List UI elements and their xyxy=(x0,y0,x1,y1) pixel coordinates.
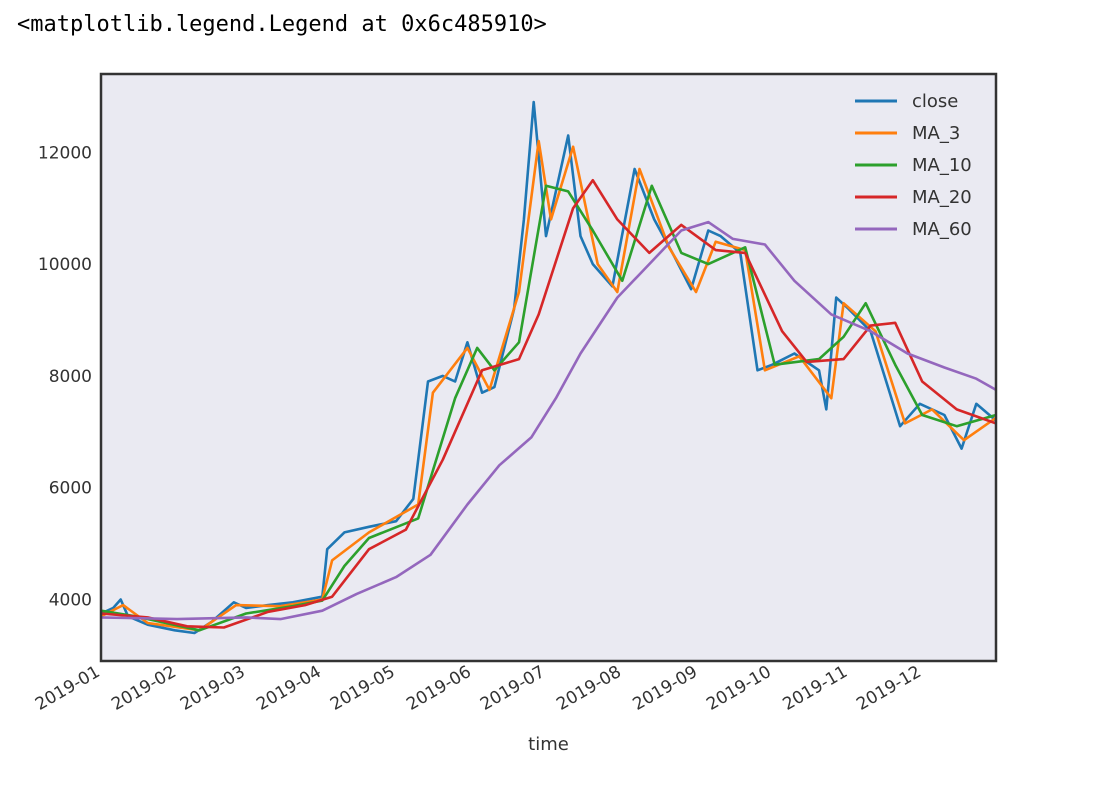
x-tick-label: 2019-05 xyxy=(327,662,399,715)
x-tick-label: 2019-01 xyxy=(32,662,104,715)
x-tick-label: 2019-08 xyxy=(553,662,625,715)
x-tick-label: 2019-09 xyxy=(629,662,701,715)
y-tick-label: 12000 xyxy=(38,143,92,163)
cell-output-text: <matplotlib.legend.Legend at 0x6c485910> xyxy=(17,12,547,37)
x-tick-label: 2019-10 xyxy=(703,662,775,715)
series-line-ma-20 xyxy=(101,178,996,629)
plot-area xyxy=(101,74,996,661)
x-tick-label: 2019-07 xyxy=(477,662,549,715)
y-tick-label: 4000 xyxy=(49,591,92,611)
legend-entry: MA_20 xyxy=(912,187,972,208)
series-lines xyxy=(101,100,996,635)
x-tick-label: 2019-04 xyxy=(253,662,325,715)
x-axis-label: time xyxy=(528,734,569,755)
y-tick-label: 10000 xyxy=(38,255,92,275)
y-tick-label: 6000 xyxy=(49,479,92,499)
series-line-ma-3 xyxy=(101,139,996,632)
y-tick-label: 8000 xyxy=(49,367,92,387)
plot-frame xyxy=(99,72,998,663)
x-tick-label: 2019-02 xyxy=(108,662,180,715)
legend-entry: close xyxy=(912,91,958,112)
x-tick-label: 2019-03 xyxy=(177,662,249,715)
series-line-ma-60 xyxy=(101,220,996,621)
legend-entry: MA_10 xyxy=(912,155,972,176)
x-tick-label: 2019-12 xyxy=(853,662,925,715)
legend-entry: MA_60 xyxy=(912,219,972,240)
y-axis: 4000 6000 8000 10000 12000 xyxy=(38,143,92,610)
legend-entry: MA_3 xyxy=(912,123,960,144)
x-tick-label: 2019-06 xyxy=(403,662,475,715)
x-tick-label: 2019-11 xyxy=(779,662,851,715)
legend: close MA_3 MA_10 MA_20 MA_60 xyxy=(855,91,972,240)
